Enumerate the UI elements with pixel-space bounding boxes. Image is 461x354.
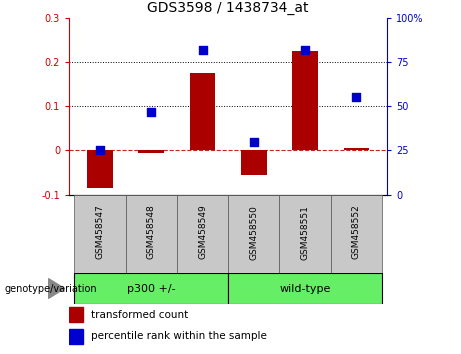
Bar <box>177 195 228 273</box>
Bar <box>138 150 164 153</box>
Bar <box>279 195 331 273</box>
Bar <box>69 329 83 343</box>
Bar <box>190 73 215 150</box>
Point <box>353 95 360 100</box>
Text: genotype/variation: genotype/variation <box>5 284 97 293</box>
Polygon shape <box>48 279 65 298</box>
Text: transformed count: transformed count <box>91 310 189 320</box>
Point <box>199 47 206 52</box>
Text: GSM458548: GSM458548 <box>147 205 156 259</box>
Text: p300 +/-: p300 +/- <box>127 284 176 293</box>
Bar <box>74 273 228 304</box>
Bar <box>69 307 83 322</box>
Bar <box>343 148 369 150</box>
Text: percentile rank within the sample: percentile rank within the sample <box>91 331 267 341</box>
Point <box>96 148 104 153</box>
Point <box>301 47 309 52</box>
Text: GSM458551: GSM458551 <box>301 205 310 259</box>
Bar <box>228 195 279 273</box>
Bar <box>74 195 125 273</box>
Text: GSM458552: GSM458552 <box>352 205 361 259</box>
Bar <box>228 273 382 304</box>
Bar <box>331 195 382 273</box>
Point <box>148 109 155 114</box>
Text: wild-type: wild-type <box>279 284 331 293</box>
Title: GDS3598 / 1438734_at: GDS3598 / 1438734_at <box>148 1 309 15</box>
Text: GSM458549: GSM458549 <box>198 205 207 259</box>
Bar <box>241 150 266 175</box>
Bar <box>292 51 318 150</box>
Text: GSM458550: GSM458550 <box>249 205 258 259</box>
Bar <box>125 195 177 273</box>
Text: GSM458547: GSM458547 <box>95 205 105 259</box>
Point <box>250 139 258 144</box>
Bar <box>87 150 113 188</box>
